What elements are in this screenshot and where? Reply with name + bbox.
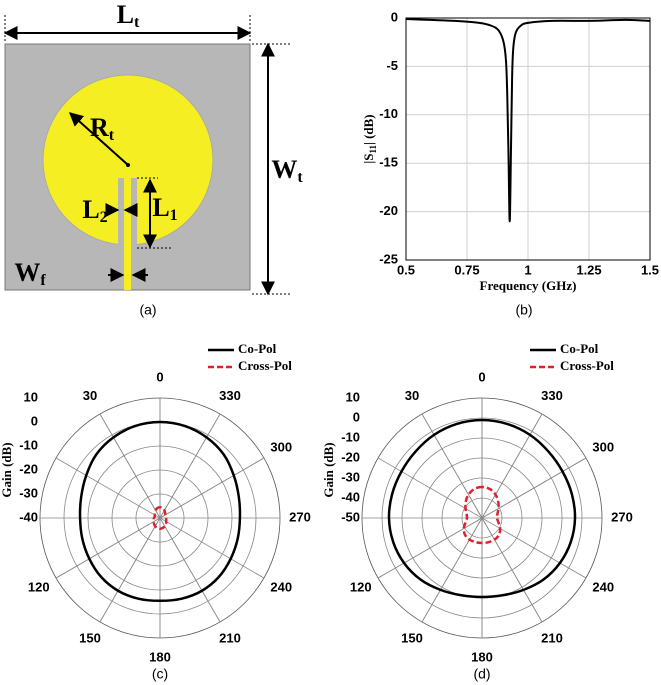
legend-label: Co-Pol (238, 341, 277, 356)
text-part: W (14, 258, 40, 287)
theta-tick-label: 240 (270, 579, 292, 594)
text-part: 11 (368, 145, 378, 154)
legend-label: Cross-Pol (238, 358, 292, 373)
r-axis-label: Gain (dB) (321, 442, 336, 497)
theta-tick-label: 150 (401, 631, 423, 646)
theta-tick-label: 240 (592, 579, 614, 594)
y-axis-label: |S11| (dB) (361, 114, 378, 163)
dimension-label: Wt (271, 155, 303, 186)
x-tick-label: 0.75 (454, 262, 479, 277)
r-tick-label: -20 (341, 449, 360, 464)
panel-caption: (a) (139, 302, 156, 318)
theta-tick-label: 180 (471, 649, 493, 664)
text-part: L (117, 0, 134, 29)
text-part: R (90, 113, 109, 142)
r-tick-label: 10 (24, 389, 38, 404)
r-tick-label: -30 (341, 469, 360, 484)
dimension-label: L2 (82, 195, 107, 226)
polar-curve (152, 505, 168, 531)
text-part: t (134, 14, 140, 31)
antenna-diagram (3, 15, 292, 296)
x-tick-label: 1 (524, 262, 531, 277)
r-tick-label: -10 (19, 437, 38, 452)
y-tick-label: -25 (379, 251, 398, 266)
feed-line (124, 178, 131, 290)
text-part: | (dB) (361, 114, 376, 145)
y-tick-label: -5 (386, 58, 398, 73)
y-tick-label: -15 (379, 155, 398, 170)
theta-tick-label: 300 (592, 439, 614, 454)
theta-tick-label: 150 (79, 631, 101, 646)
theta-tick-label: 30 (405, 388, 419, 403)
r-tick-label: -20 (19, 461, 38, 476)
text-part: t (109, 127, 115, 144)
r-tick-label: -50 (341, 509, 360, 524)
dimension-label: Lt (117, 0, 140, 31)
plot-frame (405, 17, 651, 261)
theta-tick-label: 300 (270, 439, 292, 454)
text-part: 2 (100, 209, 108, 226)
theta-tick-label: 0 (478, 369, 485, 384)
dimension-label: Wf (14, 258, 46, 289)
text-part: W (271, 155, 297, 184)
text-part: L (152, 193, 169, 222)
data-line (405, 17, 651, 223)
text-part: 1 (170, 207, 178, 224)
x-tick-label: 0.5 (397, 262, 415, 277)
theta-tick-label: 120 (350, 579, 372, 594)
text-part: |S (361, 154, 376, 164)
r-axis-label: Gain (dB) (0, 442, 14, 497)
r-tick-label: 0 (353, 409, 360, 424)
panel-caption: (b) (515, 302, 532, 318)
theta-tick-label: 180 (149, 649, 171, 664)
legend-label: Cross-Pol (560, 358, 614, 373)
dimension-label: Rt (90, 113, 115, 144)
theta-tick-label: 0 (156, 369, 163, 384)
r-tick-label: -40 (341, 489, 360, 504)
spoke (99, 413, 221, 623)
theta-tick-label: 30 (83, 388, 97, 403)
dimension-label: L1 (152, 193, 177, 224)
y-tick-label: -20 (379, 203, 398, 218)
theta-tick-label: 120 (28, 579, 50, 594)
theta-tick-label: 270 (289, 509, 311, 524)
theta-tick-label: 210 (541, 631, 563, 646)
polar-curve (387, 418, 577, 599)
r-tick-label: -30 (19, 485, 38, 500)
spoke (421, 413, 543, 623)
r-tick-label: 10 (346, 389, 360, 404)
r-tick-label: 0 (31, 413, 38, 428)
theta-tick-label: 330 (219, 388, 241, 403)
dim-arrow (68, 112, 129, 166)
panel-caption: (d) (473, 666, 490, 682)
theta-tick-label: 270 (611, 509, 633, 524)
polar-curve (462, 485, 502, 545)
legend-label: Co-Pol (560, 341, 599, 356)
text-part: L (82, 195, 99, 224)
center-dot (126, 163, 130, 167)
x-axis-label: Frequency (GHz) (480, 278, 577, 293)
polar-curve (78, 420, 242, 603)
x-tick-label: 1.25 (576, 262, 601, 277)
theta-tick-label: 330 (541, 388, 563, 403)
text-part: t (297, 169, 303, 186)
x-tick-label: 1.5 (641, 262, 659, 277)
r-tick-label: -10 (341, 429, 360, 444)
theta-tick-label: 210 (219, 631, 241, 646)
y-tick-label: 0 (391, 9, 398, 24)
panel-caption: (c) (152, 666, 168, 682)
text-part: f (40, 272, 46, 289)
r-tick-label: -40 (19, 509, 38, 524)
y-tick-label: -10 (379, 106, 398, 121)
